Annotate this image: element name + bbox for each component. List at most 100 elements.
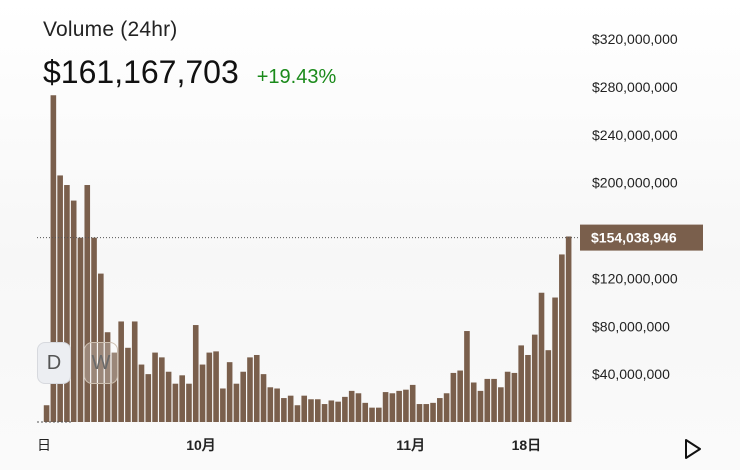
volume-bar: [559, 254, 565, 422]
volume-bar: [267, 387, 274, 422]
volume-bar: [301, 395, 308, 422]
volume-bar: [226, 362, 233, 422]
volume-bar: [213, 351, 219, 422]
volume-bar: [464, 331, 470, 422]
volume-bar: [328, 400, 335, 422]
volume-bar: [165, 371, 172, 422]
volume-bar: [118, 321, 124, 422]
volume-bar: [477, 390, 484, 422]
y-tick-label: $320,000,000: [592, 31, 678, 47]
volume-bar: [416, 404, 423, 422]
x-tick-label: 日: [37, 437, 51, 453]
volume-bar: [57, 175, 63, 422]
x-tick-label: 10月: [186, 437, 216, 453]
volume-bar: [450, 372, 457, 422]
volume-bar: [342, 396, 348, 422]
volume-bar: [274, 388, 280, 422]
volume-bar: [172, 383, 179, 422]
volume-bar: [504, 371, 511, 422]
day-interval-button[interactable]: D: [37, 342, 71, 384]
volume-bar: [518, 345, 524, 422]
volume-bar: [125, 347, 131, 422]
volume-bar: [531, 334, 538, 422]
bars-group: [43, 95, 572, 423]
volume-bar: [247, 357, 253, 422]
volume-bar: [470, 382, 477, 422]
volume-title: Volume (24hr): [43, 18, 178, 41]
volume-bar: [43, 405, 50, 422]
volume-bar: [186, 383, 192, 422]
volume-bar: [525, 354, 531, 423]
volume-bar: [430, 402, 436, 422]
volume-bar: [369, 407, 375, 422]
y-tick-label: $80,000,000: [592, 318, 670, 334]
volume-bar: [545, 350, 552, 422]
y-tick-label: $280,000,000: [592, 79, 678, 95]
x-tick-label: 18日: [512, 437, 542, 453]
volume-bar: [321, 404, 328, 422]
volume-bar: [220, 388, 226, 422]
y-tick-label: $40,000,000: [592, 366, 670, 382]
volume-bar: [491, 378, 497, 422]
current-value-badge: [580, 224, 703, 251]
volume-bar: [104, 332, 111, 422]
volume-bar: [314, 399, 321, 422]
volume-bar: [348, 390, 355, 422]
volume-bar: [159, 357, 165, 422]
volume-bar: [376, 407, 382, 422]
volume-bar: [511, 372, 518, 422]
volume-header: Volume (24hr) $161,167,703 +19.43%: [43, 18, 336, 91]
volume-bar: [98, 273, 104, 422]
x-axis-ticks: 日 10月 11月 18日: [37, 437, 541, 453]
volume-bar: [70, 200, 77, 422]
change-percent: +19.43%: [256, 66, 337, 88]
volume-bar: [457, 370, 463, 422]
volume-value: $161,167,703: [43, 54, 239, 90]
volume-bar: [538, 292, 545, 422]
volume-bar: [240, 371, 246, 422]
volume-bar: [91, 237, 97, 422]
volume-bar: [287, 395, 294, 422]
volume-bar: [308, 399, 314, 422]
week-interval-button[interactable]: W: [84, 342, 118, 384]
volume-bar: [281, 398, 287, 422]
volume-bar: [192, 325, 199, 422]
volume-bar: [294, 405, 301, 422]
volume-bar: [389, 393, 396, 422]
volume-bar: [131, 321, 138, 422]
volume-bar: [206, 352, 213, 422]
current-value-marker: $154,038,946: [580, 224, 703, 251]
volume-bar: [64, 185, 70, 422]
volume-bar: [145, 374, 152, 423]
y-tick-label: $200,000,000: [592, 175, 678, 191]
y-tick-label: $120,000,000: [592, 270, 678, 286]
volume-bar: [362, 402, 369, 422]
volume-bar: [335, 401, 341, 422]
volume-bar: [498, 387, 504, 422]
volume-bar: [152, 352, 158, 422]
volume-bar: [138, 364, 145, 422]
y-axis-ticks: $40,000,000 $80,000,000 $120,000,000 $200,0…: [592, 31, 678, 382]
volume-bar: [111, 352, 118, 422]
volume-bar: [396, 390, 402, 422]
price-row: $161,167,703 +19.43%: [43, 54, 336, 91]
volume-bar: [253, 354, 260, 423]
play-icon[interactable]: [682, 438, 704, 460]
volume-bar: [233, 383, 240, 422]
volume-bar: [403, 389, 409, 422]
volume-bar: [260, 374, 267, 423]
current-value-label: $154,038,946: [591, 230, 677, 246]
volume-bar: [382, 392, 389, 422]
volume-bar: [84, 185, 91, 422]
volume-bar: [77, 237, 84, 422]
y-tick-label: $240,000,000: [592, 127, 678, 143]
volume-bar: [409, 384, 416, 422]
volume-bar: [484, 378, 491, 422]
volume-bar: [50, 95, 57, 422]
volume-bar: [355, 393, 362, 422]
volume-bar: [565, 236, 572, 422]
volume-bar: [437, 398, 443, 422]
volume-bar: [199, 364, 206, 422]
volume-bar: [443, 393, 450, 422]
